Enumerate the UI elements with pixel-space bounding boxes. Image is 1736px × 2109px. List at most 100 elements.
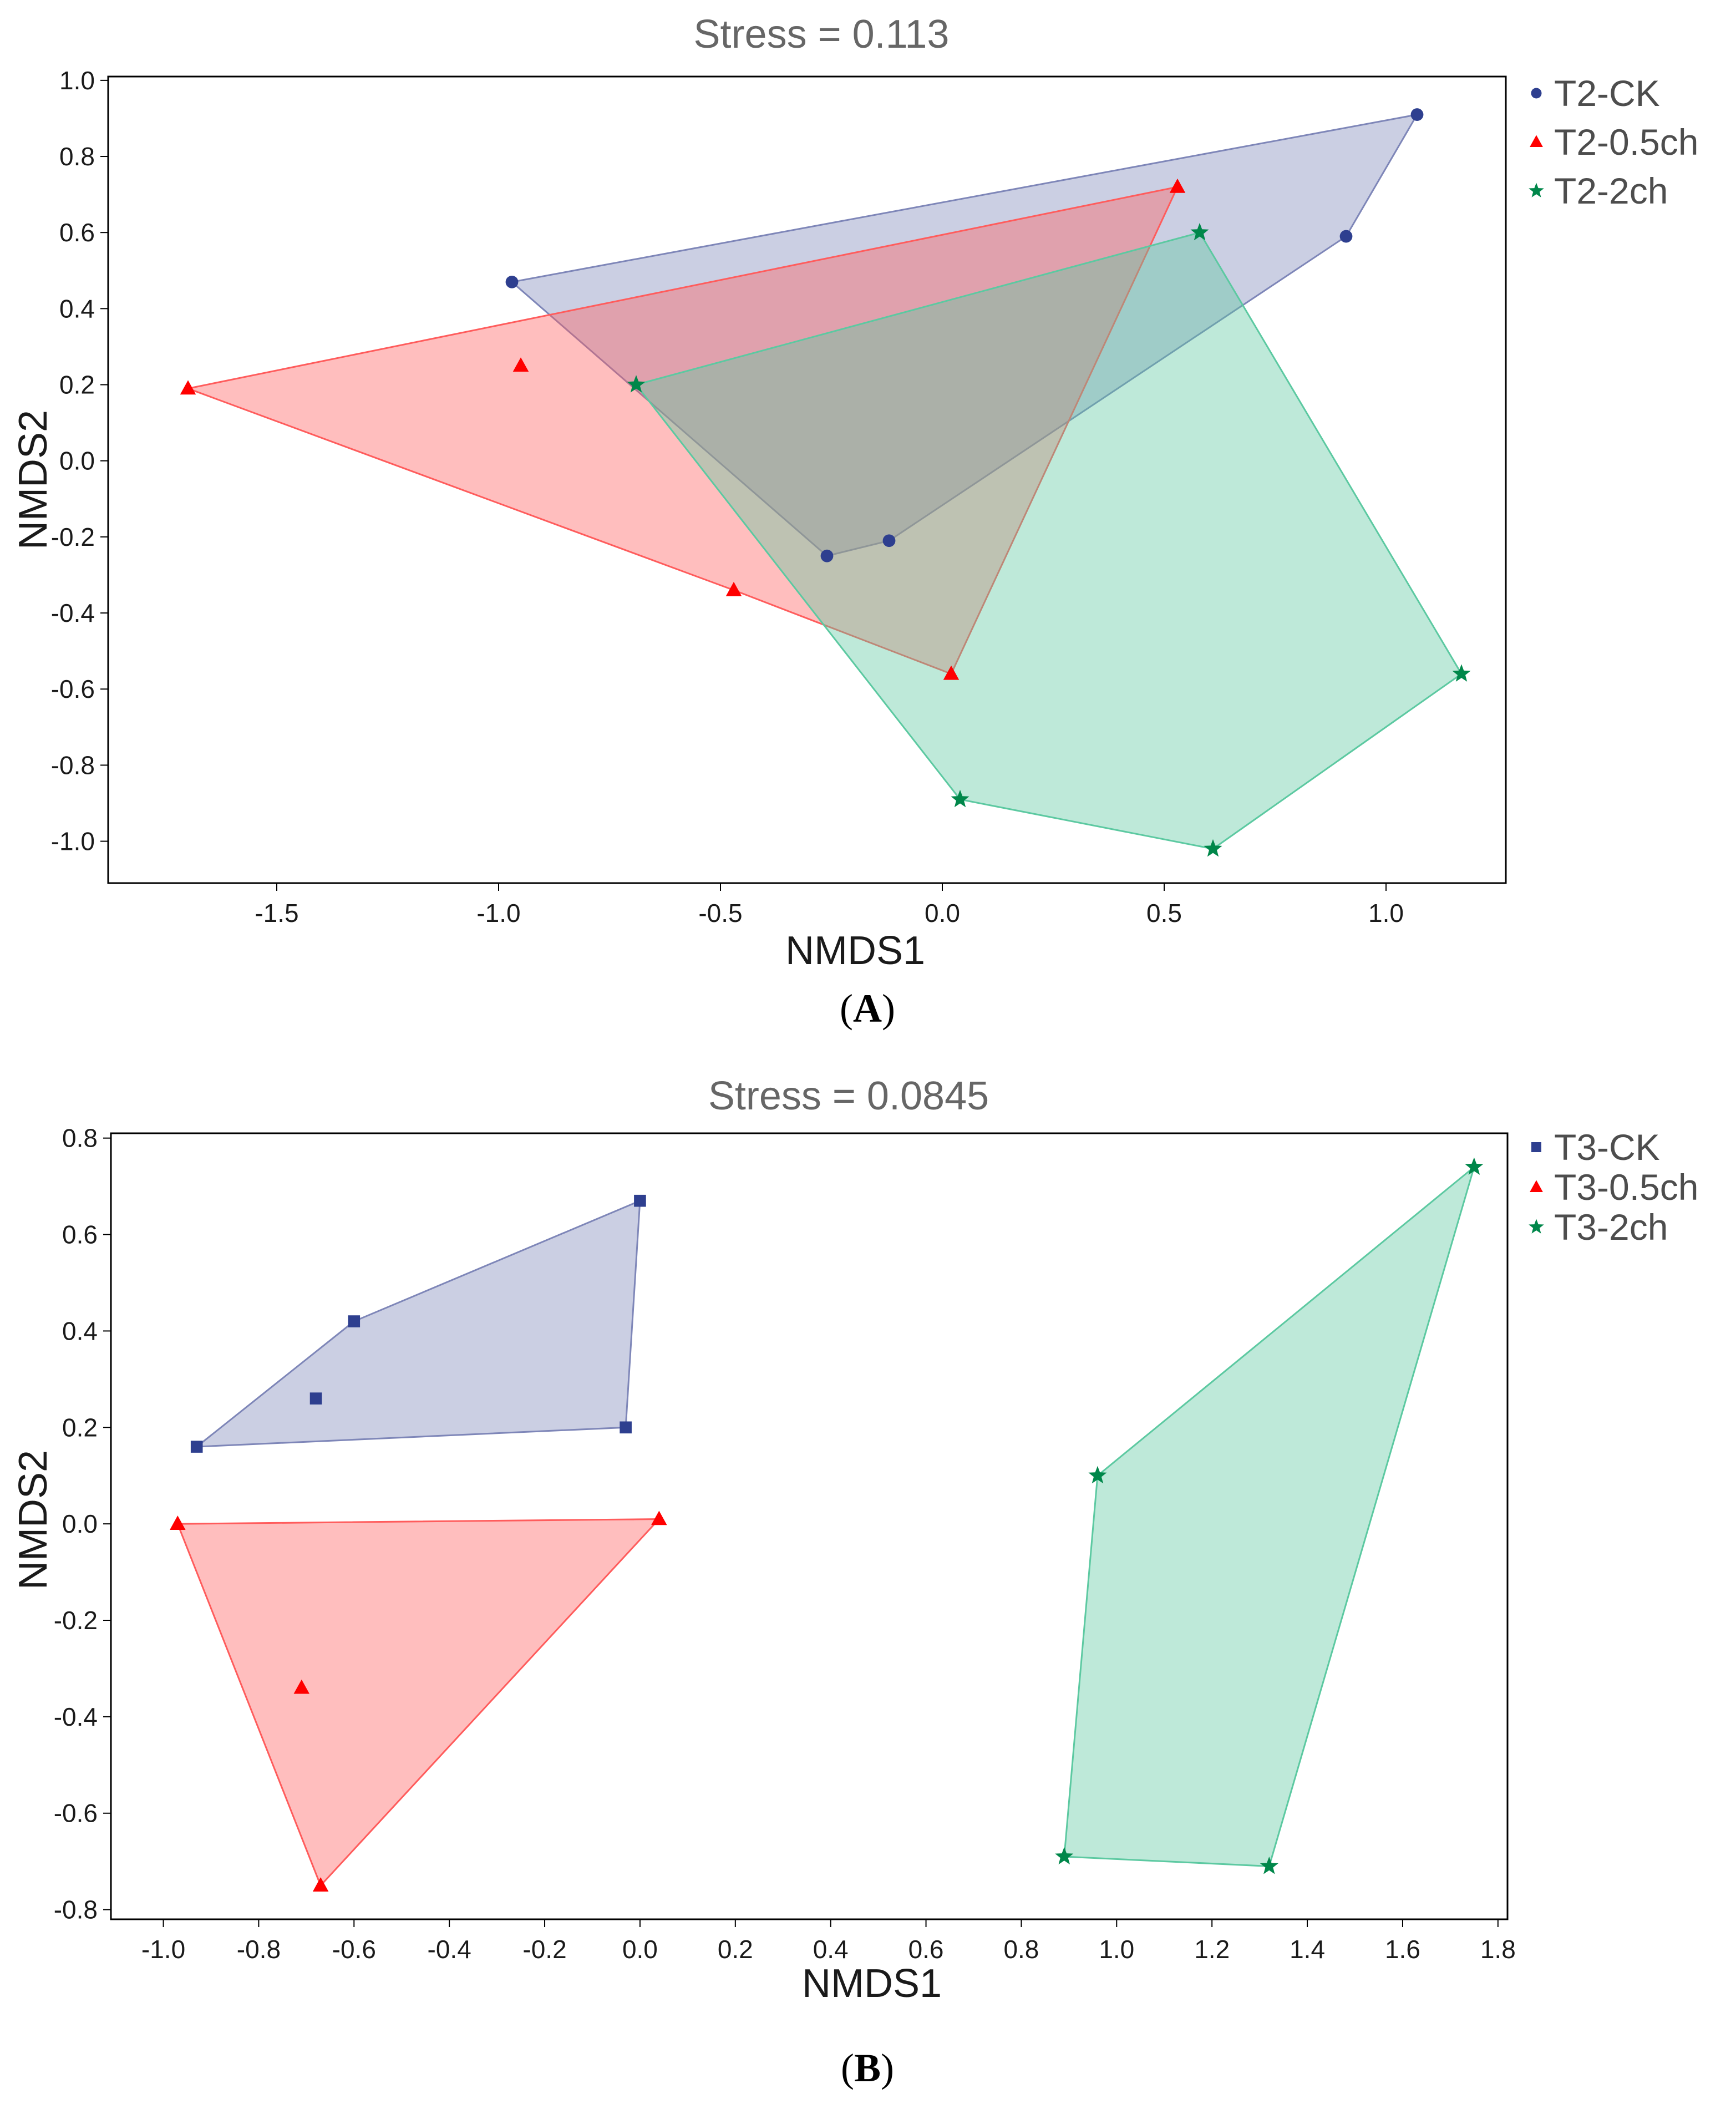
panel-a-y-tick-label: -1.0: [51, 827, 95, 856]
point-t2-ck-1: [505, 275, 519, 288]
panel-b-y-tick-label: 0.2: [62, 1413, 98, 1442]
point-t2-0-5ch-1: [180, 380, 196, 395]
panel-b-hulls: [176, 1164, 1476, 1887]
panel-a-x-tick-label: 0.0: [925, 899, 960, 927]
panel-a-y-tick-label: 0.4: [59, 294, 95, 323]
panel-b-x-tick-label: 1.2: [1194, 1935, 1230, 1964]
panel-a-y-axis-title: NMDS2: [11, 410, 55, 550]
point-t2-ck-5: [882, 534, 896, 547]
panel-a-y-tick-label: 0.2: [59, 371, 95, 399]
point-t3-2ch-2: [1088, 1466, 1107, 1484]
point-t2-2ch-1: [627, 375, 646, 393]
panel-b-y-tick-label: 0.8: [62, 1124, 98, 1153]
panel-b-y-tick-label: 0.6: [62, 1220, 98, 1249]
legend-marker-t3-0-5ch: [1530, 1180, 1543, 1192]
panel-b-x-tick-label: 1.4: [1290, 1935, 1325, 1964]
panel-b-x-tick-label: -0.8: [237, 1935, 281, 1964]
panel-b-y-tick-label: 0.4: [62, 1316, 98, 1345]
panel-b-x-tick-label: 1.6: [1385, 1935, 1420, 1964]
panel-b-x-tick-label: -0.2: [522, 1935, 566, 1964]
panel-b-plot-frame: [110, 1132, 1509, 1920]
panel-b-x-axis-title: NMDS1: [802, 1961, 942, 2006]
legend-label-t3-2ch: T3-2ch: [1554, 1206, 1668, 1248]
point-t3-0-5ch-3: [293, 1679, 310, 1694]
hull-t2-ck: [510, 113, 1419, 557]
legend-marker-t3-ck: [1531, 1142, 1541, 1152]
legend-label-t3-0-5ch: T3-0.5ch: [1554, 1167, 1698, 1208]
panel-b-x-tick-label: 1.0: [1099, 1935, 1134, 1964]
point-t3-2ch-1: [1465, 1157, 1484, 1175]
panel-a-y-tick-label: -0.6: [51, 675, 95, 703]
point-t3-ck-2: [348, 1315, 361, 1327]
point-t2-2ch-4: [1204, 839, 1222, 857]
point-t2-ck-4: [820, 549, 834, 562]
panel-b-x-tick-label: -0.4: [428, 1935, 471, 1964]
panel-a-hulls: [185, 113, 1463, 850]
hull-t3-0-5ch: [176, 1518, 661, 1887]
panel-a-y-tick-label: 0.0: [59, 447, 95, 475]
legend-marker-t2-0-5ch: [1530, 135, 1543, 147]
point-t3-2ch-3: [1055, 1847, 1074, 1865]
legend-label-t2-ck: T2-CK: [1554, 73, 1660, 114]
point-t2-2ch-3: [1452, 664, 1471, 682]
legend-label-t2-0-5ch: T2-0.5ch: [1554, 121, 1698, 163]
panel-b-x-tick-label: 0.2: [718, 1935, 753, 1964]
panel-a-plot-frame: [107, 75, 1507, 884]
panel-b-y-tick-label: -0.8: [54, 1895, 98, 1924]
panel-b-label: (B): [841, 2046, 894, 2090]
panel-a-label: (A): [840, 986, 895, 1031]
point-t2-2ch-2: [1190, 222, 1209, 241]
panel-a-label-letter: A: [853, 986, 882, 1031]
point-t2-ck-2: [1410, 108, 1424, 121]
panel-a-x-tick-label: -1.0: [476, 899, 520, 927]
panel-a-y-tick-label: -0.8: [51, 751, 95, 779]
panel-a-title: Stress = 0.113: [694, 12, 950, 57]
panel-b-x-tick-label: 0.6: [908, 1935, 944, 1964]
panel-b-y-tick-label: -0.2: [54, 1606, 98, 1635]
panel-b-y-axis: 0.8 0.6 0.4 0.2 0.0 -0.2 -0.4 -0.6 -0.8: [54, 1124, 111, 1924]
point-t3-ck-4: [634, 1194, 646, 1207]
legend-marker-t2-2ch: [1529, 182, 1544, 197]
panel-a-legend: T2-CK T2-0.5ch T2-2ch: [1529, 73, 1698, 211]
point-t2-0-5ch-5: [943, 665, 960, 680]
panel-a-y-tick-label: 1.0: [59, 66, 95, 95]
panel-b-y-tick-label: 0.0: [62, 1509, 98, 1538]
legend-marker-t2-ck: [1531, 88, 1542, 99]
panel-b-y-tick-label: -0.6: [54, 1799, 98, 1828]
panel-b-points: [170, 1157, 1484, 1892]
point-t2-0-5ch-3: [1169, 178, 1186, 193]
panel-b: Stress = 0.0845 -1.0 -0.8 -0.6 -0.4 -0.2 0.0 0…: [11, 1074, 1698, 2090]
point-t3-0-5ch-2: [651, 1510, 667, 1525]
legend-label-t3-ck: T3-CK: [1554, 1127, 1660, 1168]
panel-b-x-tick-label: 0.8: [1003, 1935, 1039, 1964]
panel-a-x-tick-label: 0.5: [1146, 899, 1182, 927]
point-t2-ck-3: [1339, 230, 1353, 243]
panel-a-x-tick-label: -0.5: [698, 899, 742, 927]
panel-a-y-axis: 1.0 0.8 0.6 0.4 0.2 0.0 -0.2 -0.4 -0.6 -0.8 -1.0: [51, 66, 108, 856]
point-t2-0-5ch-4: [725, 581, 742, 596]
panel-b-x-tick-label: -1.0: [141, 1935, 185, 1964]
point-t3-0-5ch-4: [312, 1877, 329, 1892]
point-t3-2ch-4: [1260, 1857, 1278, 1874]
point-t3-ck-5: [620, 1421, 632, 1434]
panel-b-x-axis: -1.0 -0.8 -0.6 -0.4 -0.2 0.0 0.2 0.4 0.6 0.8 1.0 1.…: [141, 1919, 1516, 1964]
panel-b-title: Stress = 0.0845: [708, 1074, 989, 1118]
panel-a-x-axis: -1.5 -1.0 -0.5 0.0 0.5 1.0: [255, 883, 1404, 927]
panel-a-x-tick-label: -1.5: [255, 899, 298, 927]
point-t3-ck-1: [190, 1441, 203, 1453]
panel-a-x-axis-title: NMDS1: [785, 929, 925, 973]
panel-b-x-tick-label: 0.4: [813, 1935, 849, 1964]
panel-b-y-axis-title: NMDS2: [11, 1450, 55, 1590]
point-t2-2ch-5: [951, 789, 969, 808]
point-t3-ck-3: [309, 1392, 322, 1405]
panel-b-label-letter: B: [854, 2046, 881, 2090]
point-t3-0-5ch-1: [170, 1515, 186, 1530]
panel-b-x-tick-label: 1.8: [1480, 1935, 1516, 1964]
legend-marker-t3-2ch: [1529, 1219, 1544, 1234]
panel-a-y-tick-label: -0.2: [51, 523, 95, 551]
panel-b-x-tick-label: 0.0: [622, 1935, 658, 1964]
panel-a-x-tick-label: 1.0: [1368, 899, 1404, 927]
panel-b-x-tick-label: -0.6: [332, 1935, 376, 1964]
